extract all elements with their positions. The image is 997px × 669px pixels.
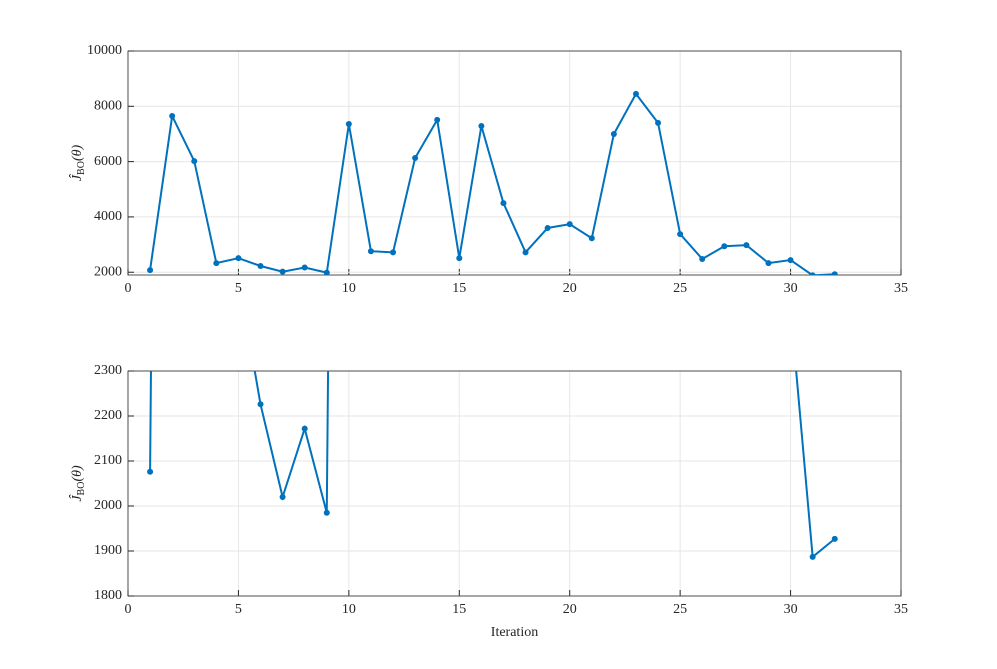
data-point xyxy=(632,90,639,97)
x-axis-label: Iteration xyxy=(491,625,538,640)
data-point xyxy=(169,112,176,119)
data-point xyxy=(787,257,794,264)
data-point xyxy=(831,271,838,275)
data-point xyxy=(655,119,662,126)
y-label-rest: (θ) xyxy=(70,465,85,482)
data-line xyxy=(149,371,836,559)
plot xyxy=(147,287,838,560)
axes-box xyxy=(127,370,902,597)
y-tick-label: 2000 xyxy=(94,264,122,279)
data-point xyxy=(390,249,397,256)
data-point xyxy=(765,260,772,267)
y-label-main: Ĵ xyxy=(68,494,85,502)
y-tick-label: 2200 xyxy=(94,408,122,423)
data-point xyxy=(765,355,771,361)
data-point xyxy=(500,200,507,207)
data-point xyxy=(191,158,198,165)
axes: 0 5 10 15 20 25 30 35 1800 1900 2000 2100 2200 2300 ĴB… xyxy=(68,287,908,640)
x-tick-label: 30 xyxy=(784,281,798,296)
data-point xyxy=(743,242,750,249)
x-tick-label: 5 xyxy=(235,602,242,617)
data-point xyxy=(279,494,286,500)
data-point xyxy=(478,122,485,129)
data-point xyxy=(610,130,617,137)
data-point xyxy=(809,553,816,560)
plot-area xyxy=(128,51,901,275)
data-point xyxy=(566,221,573,228)
y-axis-label: ĴBO(θ) xyxy=(68,465,87,502)
x-tick-label: 20 xyxy=(563,281,577,296)
data-point xyxy=(809,272,816,275)
y-tick-label: 1900 xyxy=(94,543,122,558)
data-point xyxy=(213,260,220,267)
y-tick-label: 2300 xyxy=(94,363,122,378)
x-tick-label: 0 xyxy=(125,281,132,296)
data-line xyxy=(149,92,835,275)
y-tick-label: 2100 xyxy=(94,453,122,468)
data-point xyxy=(831,535,838,542)
y-tick-label: 6000 xyxy=(94,154,122,169)
y-tick-label: 2000 xyxy=(94,498,122,513)
plot-area xyxy=(128,371,901,596)
data-point xyxy=(345,121,352,128)
data-point xyxy=(367,248,374,255)
data-point xyxy=(301,264,308,271)
data-point xyxy=(147,267,154,274)
data-point xyxy=(213,355,219,361)
x-tick-label: 35 xyxy=(894,281,908,296)
data-point xyxy=(721,243,728,250)
x-tick-label: 15 xyxy=(452,281,466,296)
x-tick-label: 25 xyxy=(673,602,687,617)
data-point xyxy=(434,116,441,123)
x-tick-label: 5 xyxy=(235,281,242,296)
x-tick-label: 35 xyxy=(894,602,908,617)
y-tick-label: 1800 xyxy=(94,588,122,603)
x-tick-label: 30 xyxy=(784,602,798,617)
data-point xyxy=(301,425,308,432)
data-point xyxy=(257,401,264,408)
y-label-sub: BO xyxy=(76,482,87,496)
data-point xyxy=(699,287,705,293)
data-point xyxy=(257,262,264,269)
x-tick-label: 10 xyxy=(342,602,356,617)
y-label-main: Ĵ xyxy=(68,173,85,181)
data-point xyxy=(279,268,286,275)
data-point xyxy=(456,255,463,262)
y-label-rest: (θ) xyxy=(70,145,85,162)
data-point xyxy=(522,249,529,256)
data-point xyxy=(323,269,330,275)
data-point xyxy=(588,235,595,242)
x-tick-label: 20 xyxy=(563,602,577,617)
y-tick-label: 8000 xyxy=(94,99,122,114)
data-point xyxy=(147,468,154,475)
y-axis-label: ĴBO(θ) xyxy=(68,145,87,182)
y-tick-label: 10000 xyxy=(87,43,122,58)
x-tick-label: 10 xyxy=(342,281,356,296)
plot xyxy=(147,90,838,275)
x-tick-label: 25 xyxy=(673,281,687,296)
y-label-sub: BO xyxy=(76,161,87,175)
y-tick-label: 4000 xyxy=(94,209,122,224)
data-point xyxy=(323,509,330,516)
data-point xyxy=(412,155,419,162)
data-point xyxy=(235,255,242,262)
data-point xyxy=(677,231,684,238)
x-tick-label: 0 xyxy=(125,602,132,617)
axes-box xyxy=(127,50,902,276)
x-tick-label: 15 xyxy=(452,602,466,617)
axes: 0 5 10 15 20 25 30 35 2000 4000 6000 8000 10000 ĴBO(θ… xyxy=(68,43,908,296)
data-point xyxy=(699,255,706,262)
data-point xyxy=(788,305,794,311)
data-point xyxy=(544,224,551,231)
